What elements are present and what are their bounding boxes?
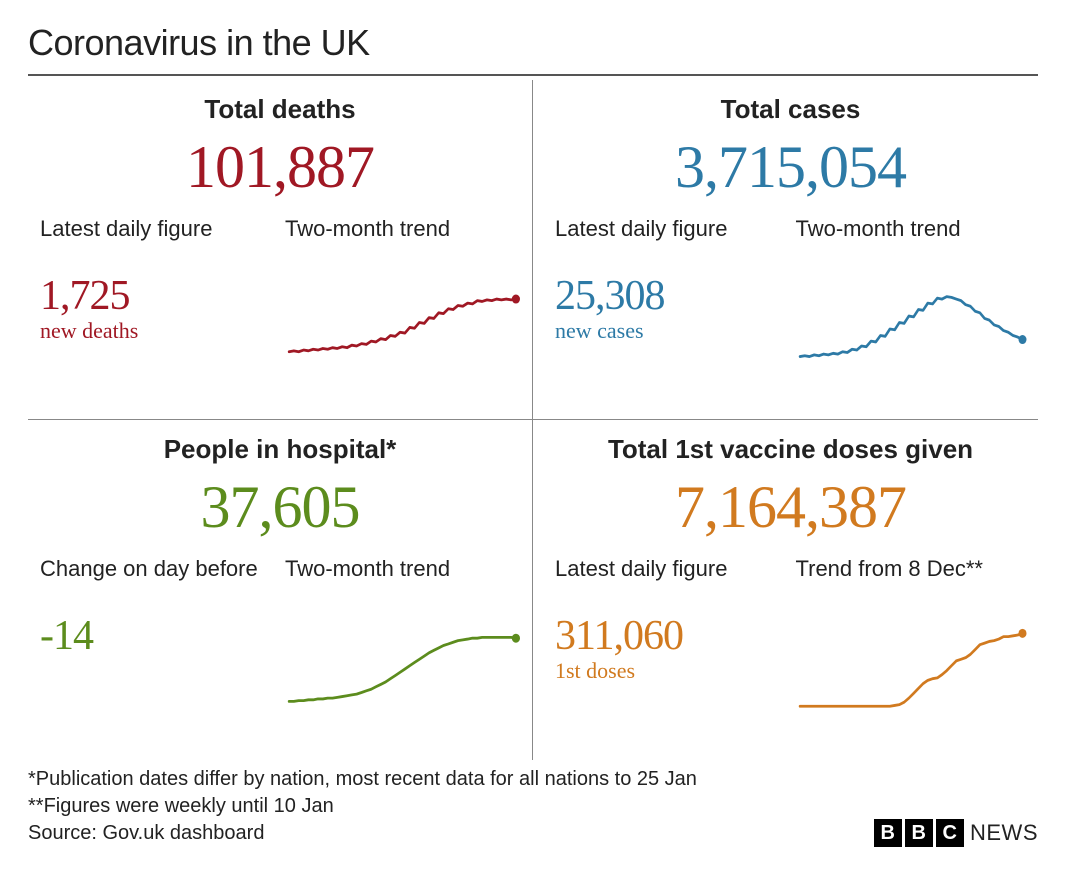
bbc-block-b1: B — [874, 819, 902, 847]
sub-caption-vaccine: 1st doses — [555, 658, 786, 684]
big-number-vaccine: 7,164,387 — [555, 473, 1026, 542]
footer: *Publication dates differ by nation, mos… — [28, 760, 1038, 847]
footnote-source: Source: Gov.uk dashboard — [28, 820, 697, 847]
trend-label-hospital: Two-month trend — [285, 556, 520, 582]
sub-value-cases: 25,308 — [555, 272, 786, 320]
page-title: Coronavirus in the UK — [28, 22, 1038, 64]
sparkline-hospital — [285, 624, 520, 714]
panel-title-cases: Total cases — [555, 94, 1026, 125]
big-number-deaths: 101,887 — [40, 133, 520, 202]
sub-value-vaccine: 311,060 — [555, 612, 786, 660]
panel-title-deaths: Total deaths — [40, 94, 520, 125]
bbc-news-logo: B B C NEWS — [874, 819, 1038, 847]
sub-caption-cases: new cases — [555, 318, 786, 344]
sub-label-deaths: Latest daily figure — [40, 216, 275, 242]
panel-hospital: People in hospital* 37,605 Change on day… — [28, 420, 533, 760]
big-number-cases: 3,715,054 — [555, 133, 1026, 202]
trend-label-cases: Two-month trend — [796, 216, 1027, 242]
panel-title-vaccine: Total 1st vaccine doses given — [555, 434, 1026, 465]
footnote-1: *Publication dates differ by nation, mos… — [28, 766, 697, 793]
sub-label-hospital: Change on day before — [40, 556, 275, 582]
bbc-blocks: B B C — [874, 819, 964, 847]
panel-deaths: Total deaths 101,887 Latest daily figure… — [28, 80, 533, 420]
bbc-news-text: NEWS — [970, 820, 1038, 846]
sub-caption-deaths: new deaths — [40, 318, 275, 344]
footnote-2: **Figures were weekly until 10 Jan — [28, 793, 697, 820]
sub-label-vaccine: Latest daily figure — [555, 556, 786, 582]
bbc-block-b2: B — [905, 819, 933, 847]
panel-cases: Total cases 3,715,054 Latest daily figur… — [533, 80, 1038, 420]
sub-value-deaths: 1,725 — [40, 272, 275, 320]
trend-label-vaccine: Trend from 8 Dec** — [796, 556, 1027, 582]
sparkline-vaccine — [796, 624, 1027, 714]
stats-grid: Total deaths 101,887 Latest daily figure… — [28, 80, 1038, 760]
big-number-hospital: 37,605 — [40, 473, 520, 542]
panel-vaccine: Total 1st vaccine doses given 7,164,387 … — [533, 420, 1038, 760]
sub-label-cases: Latest daily figure — [555, 216, 786, 242]
footnotes: *Publication dates differ by nation, mos… — [28, 766, 697, 847]
bbc-block-c: C — [936, 819, 964, 847]
sparkline-deaths — [285, 284, 520, 374]
panel-title-hospital: People in hospital* — [40, 434, 520, 465]
sub-value-hospital: -14 — [40, 612, 275, 660]
title-rule — [28, 74, 1038, 76]
trend-label-deaths: Two-month trend — [285, 216, 520, 242]
sparkline-cases — [796, 284, 1027, 374]
